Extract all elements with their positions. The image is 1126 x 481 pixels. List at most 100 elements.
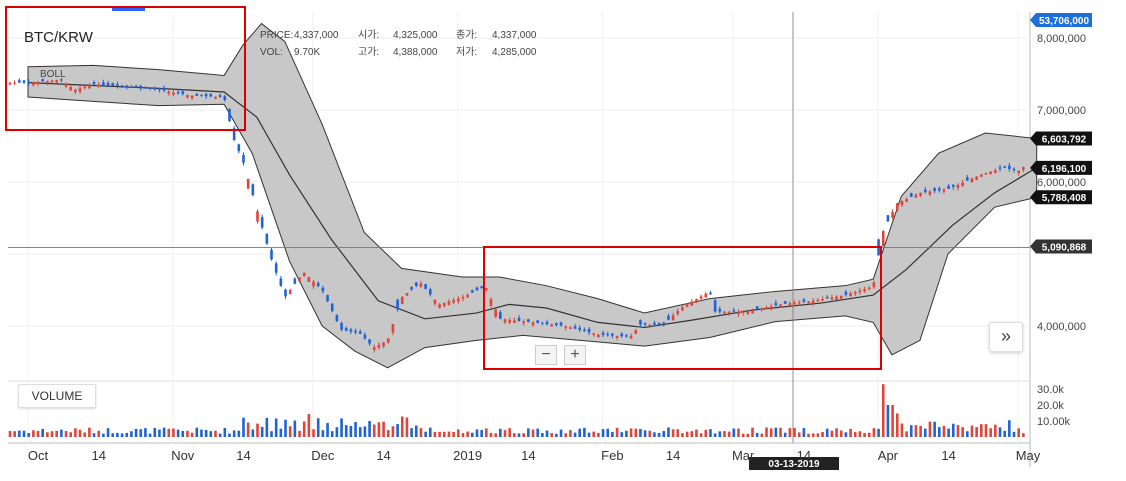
candle-body [134, 85, 138, 88]
candle-body [919, 192, 922, 196]
candle-body [545, 322, 549, 325]
volume-bar [685, 431, 689, 437]
candle-body [667, 315, 670, 320]
volume-bar [214, 430, 217, 437]
x-tick-label: Dec [311, 448, 335, 463]
volume-bar [32, 430, 35, 437]
volume-bar [559, 429, 563, 437]
volume-bar [363, 426, 367, 437]
volume-bar [802, 428, 806, 437]
volume-tick-label: 10.00k [1037, 416, 1071, 428]
volume-bar [321, 430, 325, 437]
volume-bar [676, 429, 680, 437]
candle-body [1008, 165, 1011, 169]
volume-bar [779, 427, 782, 437]
volume-bar [699, 433, 703, 437]
active-tab-indicator [112, 8, 145, 11]
x-tick-label: 14 [941, 448, 955, 463]
candle-body [50, 80, 54, 83]
price-tag-label: 53,706,000 [1039, 16, 1089, 27]
candle-body [531, 322, 535, 326]
scroll-to-latest-button[interactable]: » [989, 322, 1023, 352]
price-label: PRICE: [260, 30, 293, 41]
x-tick-label: 14 [376, 448, 390, 463]
volume-bar [97, 430, 101, 437]
candle-body [788, 303, 792, 306]
volume-bar [550, 433, 553, 437]
volume-bar [867, 432, 871, 437]
high-value: 4,388,000 [393, 47, 438, 58]
volume-bar [872, 428, 876, 437]
candle-body [816, 299, 820, 302]
volume-bar [956, 425, 960, 437]
price-tag-box [1030, 131, 1092, 146]
candle-body [970, 178, 974, 183]
candle-body [242, 154, 245, 163]
volume-bar [372, 424, 376, 437]
candle-body [162, 87, 166, 91]
candle-body [391, 323, 395, 333]
volume-bar [671, 429, 675, 437]
volume-bar [718, 431, 722, 437]
volume-bar [830, 430, 834, 437]
volume-axis-ticks: 30.0k 20.0k 10.00k [1037, 384, 1071, 428]
candle-body [130, 86, 133, 88]
volume-bar [405, 417, 409, 437]
volume-bar [433, 431, 437, 437]
volume-bar [788, 428, 792, 437]
candle-body [419, 283, 423, 287]
volume-bar [858, 431, 862, 437]
volume-bar [569, 430, 572, 437]
volume-bar [769, 428, 773, 437]
candle-body [737, 311, 740, 315]
volume-bar [536, 428, 539, 437]
candle-body [527, 319, 530, 322]
candle-body [120, 85, 124, 87]
volume-bar [970, 425, 974, 437]
volume-bar [419, 428, 423, 437]
volume-bar [382, 421, 385, 437]
volume-bar [755, 432, 759, 437]
candle-body [340, 322, 343, 330]
x-tick-label: 14 [521, 448, 535, 463]
volume-bar [111, 433, 115, 437]
volume-bar [410, 428, 413, 437]
candle-body [853, 291, 857, 294]
volume-bar [78, 429, 82, 437]
price-tags: 53,706,000 6,603,792 6,196,100 5,788,408 5,0… [1030, 13, 1092, 254]
volume-bar [1022, 433, 1025, 437]
volume-bar [634, 428, 638, 437]
close-label: 종가: [456, 29, 477, 41]
candle-body [513, 320, 516, 323]
candle-body [559, 322, 563, 326]
price-tag-box [1030, 239, 1092, 254]
volume-bar [153, 428, 157, 437]
volume-bar [844, 432, 848, 437]
x-tick-label: Feb [601, 448, 623, 463]
candle-body [606, 334, 610, 336]
volume-bar [966, 431, 969, 437]
zoom-in-button[interactable]: + [564, 345, 586, 365]
y-axis-ticks: 8,000,000 7,000,000 6,000,000 4,000,000 [1037, 33, 1086, 333]
volume-button[interactable]: VOLUME [18, 384, 96, 408]
candle-body [74, 89, 77, 92]
candle-body [274, 263, 278, 273]
candle-body [639, 320, 642, 325]
volume-bar [615, 427, 619, 437]
volume-bar [204, 429, 208, 437]
volume-bar [839, 430, 843, 437]
candle-body [676, 310, 680, 314]
price-value: 4,337,000 [294, 30, 339, 41]
candle-body [232, 128, 236, 141]
candle-body [265, 233, 269, 244]
candle-body [461, 296, 465, 299]
x-tick-label: 2019 [453, 448, 482, 463]
y-tick-label: 4,000,000 [1037, 321, 1086, 333]
volume-bar [900, 423, 904, 437]
candle-body [760, 308, 764, 310]
x-tick-label: 14 [797, 448, 811, 463]
candle-body [587, 328, 591, 333]
zoom-out-button[interactable]: − [535, 345, 557, 365]
volume-bar [466, 431, 469, 437]
